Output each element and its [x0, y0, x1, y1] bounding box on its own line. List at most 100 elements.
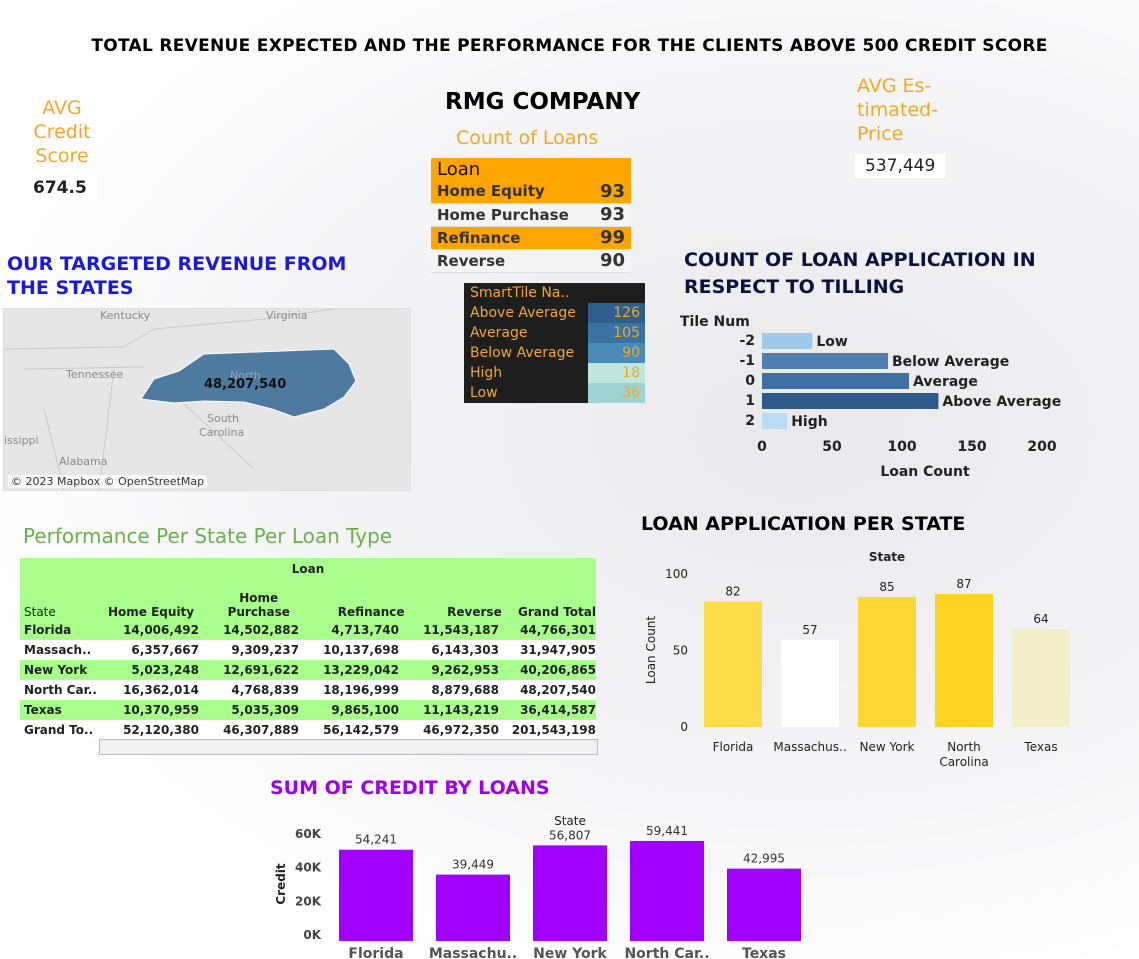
- cell-home-purchase: 5,035,309: [231, 703, 299, 717]
- smarttile-row[interactable]: Low 36: [464, 383, 645, 403]
- smarttile-header: SmartTile Na..: [470, 285, 570, 301]
- credit-bar-chart: State Credit 0K 20K 40K 60K 54,241 Florida 39,44…: [274, 814, 801, 959]
- state-map[interactable]: Kentucky Virginia Tennessee North South …: [3, 308, 411, 491]
- loan-type-label: Refinance: [437, 228, 521, 247]
- tile-bar[interactable]: [762, 333, 813, 349]
- loan-count: 99: [599, 227, 625, 248]
- loan-row[interactable]: Home Equity 93: [431, 180, 631, 203]
- cell-reverse: 46,972,350: [423, 723, 499, 737]
- state-bar[interactable]: [935, 593, 993, 727]
- avg-price-label-line: timated-: [857, 99, 938, 121]
- tiling-title-line: COUNT OF LOAN APPLICATION IN: [684, 249, 1036, 271]
- tile-bar-label: Average: [913, 374, 978, 390]
- map-label-mississippi: issippi: [4, 434, 39, 447]
- tile-category-label: -1: [739, 353, 755, 369]
- performance-header: Loan State Home Equity Home Purchase Ref…: [20, 558, 596, 620]
- cell-refinance: 18,196,999: [323, 683, 399, 697]
- table-row[interactable]: Massach.. 6,357,667 9,309,237 10,137,698…: [20, 640, 596, 660]
- tile-x-tick: 150: [957, 439, 986, 455]
- credit-bar[interactable]: [533, 845, 607, 941]
- state-bar[interactable]: [858, 596, 916, 727]
- state-bar[interactable]: [781, 639, 839, 727]
- credit-bar[interactable]: [727, 868, 801, 941]
- table-row[interactable]: Florida 14,006,492 14,502,882 4,713,740 …: [20, 620, 596, 640]
- smarttile-table: SmartTile Na.. Above Average 126 Average…: [464, 283, 645, 403]
- col-grand-total[interactable]: Grand Total: [518, 605, 596, 619]
- table-horizontal-scrollbar[interactable]: [99, 739, 598, 755]
- credit-bar[interactable]: [436, 874, 510, 941]
- credit-x-label: Massachu..: [429, 946, 517, 959]
- tiling-title-line: RESPECT TO TILLING: [684, 276, 905, 298]
- col-home-purchase-line: Home: [239, 591, 279, 605]
- loan-row[interactable]: Reverse 90: [431, 249, 631, 272]
- loan-group-header: Loan: [291, 562, 325, 576]
- credit-chart-y-label: Credit: [274, 863, 288, 905]
- cell-grand-total: 44,766,301: [520, 623, 596, 637]
- state-bar[interactable]: [1012, 629, 1070, 727]
- state-chart-y-tick: 100: [665, 567, 688, 581]
- smarttile-label: High: [470, 365, 503, 381]
- state-chart-y-tick: 50: [673, 644, 688, 658]
- state-chart-y-label: Loan Count: [644, 616, 658, 685]
- loan-row[interactable]: Home Purchase 93: [431, 203, 631, 226]
- north-carolina-shape[interactable]: [140, 348, 357, 418]
- col-home-equity[interactable]: Home Equity: [108, 605, 195, 619]
- loan-row[interactable]: Refinance 99: [431, 226, 631, 249]
- tile-bar-label: Above Average: [942, 394, 1061, 410]
- count-of-loans-title: Count of Loans: [456, 127, 599, 149]
- cell-home-purchase: 4,768,839: [231, 683, 299, 697]
- performance-table: Loan State Home Equity Home Purchase Ref…: [20, 558, 596, 740]
- cell-state: Grand To..: [24, 723, 94, 737]
- map-label-tennessee: Tennessee: [66, 368, 124, 381]
- credit-x-label: New York: [533, 946, 607, 959]
- credit-x-label: Florida: [348, 946, 403, 959]
- map-border-line: [98, 368, 115, 490]
- map-revenue-value: 48,207,540: [204, 377, 287, 392]
- cell-home-purchase: 12,691,622: [223, 663, 299, 677]
- cell-grand-total: 31,947,905: [520, 643, 596, 657]
- map-label-kentucky: Kentucky: [100, 309, 151, 322]
- avg-price-value: 537,449: [855, 154, 946, 178]
- tile-bar[interactable]: [762, 393, 939, 409]
- cell-reverse: 6,143,303: [431, 643, 499, 657]
- credit-bar-value: 39,449: [452, 858, 494, 872]
- state-bar[interactable]: [704, 601, 762, 727]
- smarttile-row[interactable]: High 18: [464, 363, 645, 383]
- map-attribution[interactable]: © 2023 Mapbox © OpenStreetMap: [8, 475, 208, 488]
- map-border-line: [23, 366, 145, 370]
- table-row[interactable]: Grand To.. 52,120,380 46,307,889 56,142,…: [20, 720, 596, 740]
- credit-y-tick: 20K: [295, 894, 322, 908]
- tile-bar[interactable]: [762, 373, 909, 389]
- cell-home-equity: 52,120,380: [123, 723, 199, 737]
- smarttile-label: Low: [470, 385, 498, 401]
- state-bar-value: 85: [879, 580, 894, 594]
- avg-credit-label-line: Credit: [33, 121, 91, 143]
- credit-bar[interactable]: [339, 849, 413, 941]
- state-chart-y-tick: 0: [680, 720, 688, 734]
- avg-credit-value: 674.5: [23, 176, 97, 200]
- smarttile-row[interactable]: Below Average 90: [464, 343, 645, 363]
- table-row[interactable]: North Car.. 16,362,014 4,768,839 18,196,…: [20, 680, 596, 700]
- cell-refinance: 13,229,042: [323, 663, 399, 677]
- col-state[interactable]: State: [24, 605, 56, 619]
- cell-home-purchase: 14,502,882: [223, 623, 299, 637]
- loan-header: Loan: [431, 158, 631, 180]
- col-refinance[interactable]: Refinance: [337, 605, 405, 619]
- credit-bar[interactable]: [630, 840, 704, 941]
- col-reverse[interactable]: Reverse: [447, 605, 502, 619]
- avg-credit-label-line: Score: [35, 145, 89, 167]
- table-row[interactable]: New York 5,023,248 12,691,622 13,229,042…: [20, 660, 596, 680]
- smarttile-row[interactable]: Above Average 126: [464, 303, 645, 323]
- cell-reverse: 11,543,187: [423, 623, 499, 637]
- cell-refinance: 9,865,100: [331, 703, 399, 717]
- table-row[interactable]: Texas 10,370,959 5,035,309 9,865,100 11,…: [20, 700, 596, 720]
- cell-grand-total: 40,206,865: [520, 663, 596, 677]
- tile-bar-label: Below Average: [892, 354, 1009, 370]
- smarttile-value: 105: [588, 323, 645, 343]
- tile-bar[interactable]: [762, 413, 788, 429]
- state-x-label: North: [947, 740, 981, 754]
- col-home-purchase[interactable]: Home Purchase: [194, 591, 307, 619]
- cell-refinance: 4,713,740: [331, 623, 399, 637]
- smarttile-row[interactable]: Average 105: [464, 323, 645, 343]
- tile-bar[interactable]: [762, 353, 888, 369]
